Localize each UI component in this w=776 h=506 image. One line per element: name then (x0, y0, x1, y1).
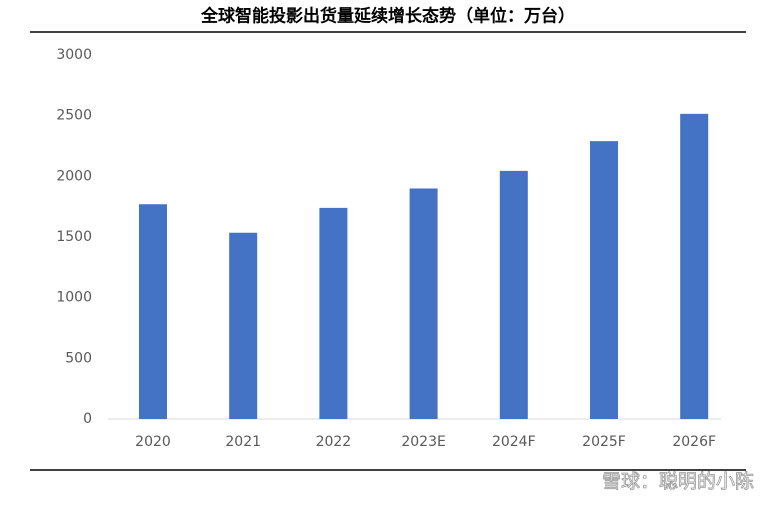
x-tick-label: 2025F (582, 434, 626, 450)
y-tick-label: 2000 (56, 168, 92, 184)
x-tick-label: 2026F (672, 434, 716, 450)
x-tick-label: 2022 (316, 434, 352, 450)
bar (590, 141, 618, 419)
y-tick-label: 3000 (56, 47, 92, 63)
x-tick-label: 2023E (401, 434, 445, 450)
x-tick-label: 2020 (135, 434, 171, 450)
x-tick-label: 2021 (225, 434, 261, 450)
bar (229, 232, 258, 419)
y-tick-label: 1500 (56, 229, 92, 245)
bar (499, 170, 528, 419)
y-tick-label: 500 (65, 350, 92, 366)
y-tick-label: 2500 (56, 108, 92, 124)
bar (409, 188, 438, 419)
y-tick-label: 1000 (56, 290, 92, 306)
bar (680, 113, 709, 419)
watermark: 雪球：聪明的小陈 (602, 471, 754, 493)
bar (319, 207, 348, 419)
y-tick-label: 0 (83, 411, 92, 427)
x-tick-label: 2024F (492, 434, 536, 450)
chart-title: 全球智能投影出货量延续增长态势（单位：万台） (200, 6, 575, 27)
bar (139, 204, 167, 419)
